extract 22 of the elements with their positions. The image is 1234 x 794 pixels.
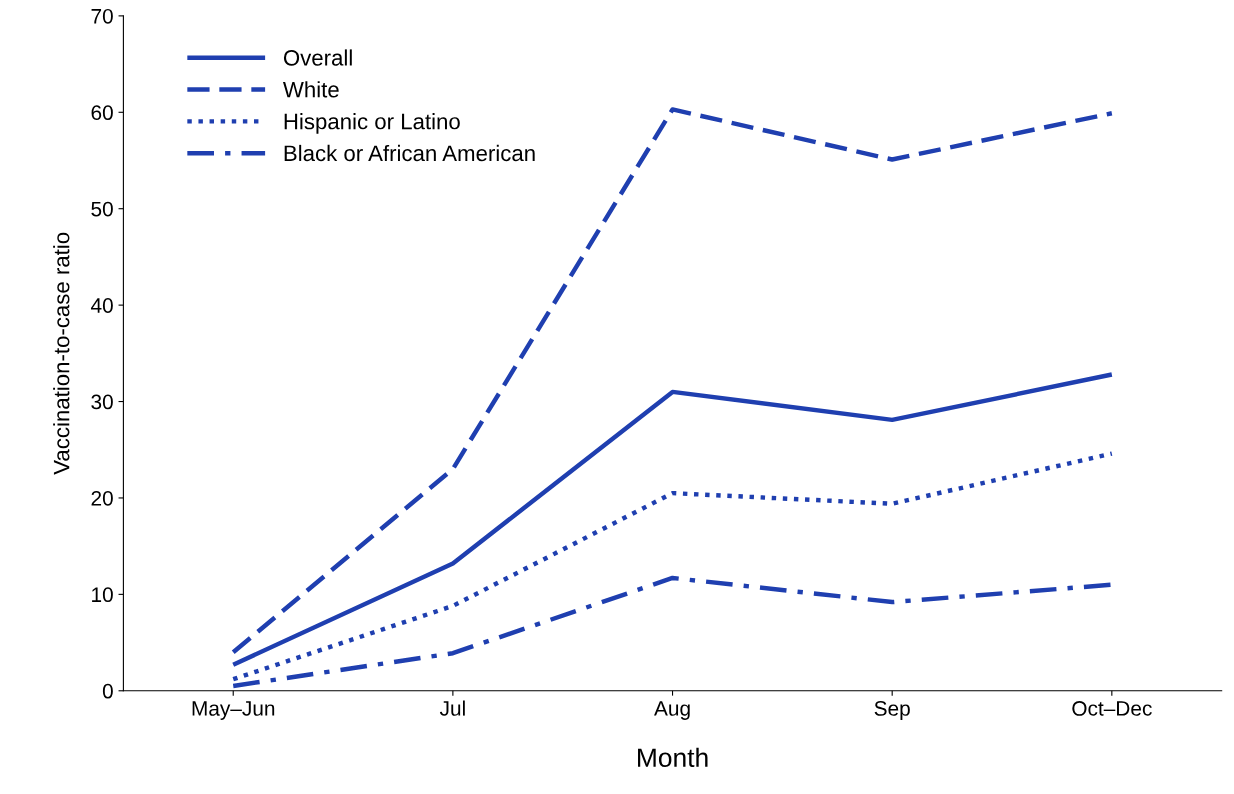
- y-tick-label: 60: [91, 105, 113, 121]
- legend-label: Black or African American: [284, 144, 535, 162]
- y-axis-title: Vaccination-to-case ratio: [53, 232, 70, 475]
- x-tick-label: Oct–Dec: [1072, 701, 1152, 716]
- x-axis-title: Month: [638, 747, 708, 768]
- x-tick-label: Aug: [654, 701, 690, 720]
- y-tick-label: 0: [102, 683, 113, 699]
- y-tick-label: 40: [90, 298, 113, 313]
- y-tick-label: 70: [91, 8, 113, 24]
- line-series: [231, 107, 1115, 655]
- line-series: [231, 372, 1115, 667]
- legend-label: Overall: [283, 49, 352, 66]
- legend-label: Hispanic or Latino: [284, 113, 460, 134]
- x-tick-label: Sep: [874, 701, 910, 720]
- y-tick-label: 50: [91, 201, 113, 217]
- y-tick-label: 20: [91, 490, 113, 506]
- x-tick-label: May–Jun: [192, 701, 275, 720]
- y-tick-label: 30: [91, 394, 113, 410]
- legend-label: White: [282, 81, 339, 98]
- x-tick-label: Jul: [439, 700, 465, 716]
- y-tick-label: 10: [92, 587, 113, 603]
- line-series: [231, 451, 1115, 682]
